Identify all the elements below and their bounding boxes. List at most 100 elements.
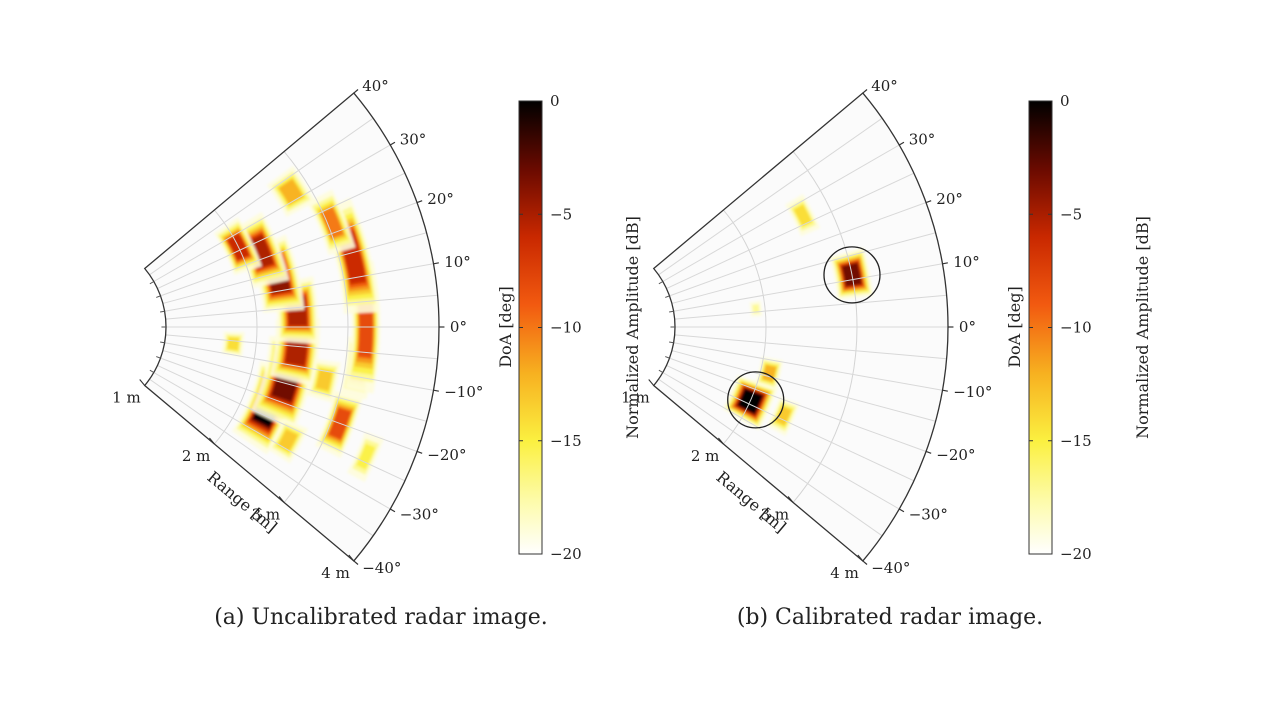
sector-outline <box>652 92 949 562</box>
angle-tick <box>898 141 905 146</box>
range-tick <box>787 496 794 503</box>
angle-tick-label: −20° <box>427 446 466 464</box>
angle-tick <box>416 450 423 454</box>
range-tick-label: 2 m <box>691 447 720 465</box>
caption-a: (a) Uncalibrated radar image. <box>214 605 548 630</box>
inner-tick <box>156 356 161 359</box>
panel-uncalibrated: 40° 30° 20° 10° 0° −10° −20° −30° −40° 1 m 2 m 3 m 4… <box>112 77 642 582</box>
inner-tick <box>665 295 670 298</box>
angle-tick <box>389 508 396 513</box>
angle-tick <box>353 89 359 94</box>
angle-tick-label: 30° <box>400 131 427 149</box>
grid-radial <box>153 372 391 510</box>
inner-tick <box>160 310 165 313</box>
range-tick <box>857 554 864 562</box>
angle-tick-label: −10° <box>444 383 483 401</box>
range-tick <box>348 554 355 562</box>
angle-axis-title: DoA [deg] <box>496 286 515 368</box>
angle-tick-label: 20° <box>936 190 963 208</box>
grid-radial <box>157 365 406 482</box>
angle-tick-label: −20° <box>936 446 975 464</box>
grid-radial <box>662 372 900 510</box>
angle-tick <box>898 508 905 513</box>
angle-tick <box>942 389 948 392</box>
angle-tick-label: 20° <box>427 190 454 208</box>
angle-tick <box>416 200 423 204</box>
angle-tick-label: −30° <box>909 505 948 523</box>
range-tick <box>278 496 285 503</box>
panel-calibrated: 40° 30° 20° 10° 0° −10° −20° −30° −40° 1 m 2 m 3 m 4… <box>621 77 1152 582</box>
colorbar-tick-label: −5 <box>550 205 572 223</box>
inner-tick <box>160 341 165 344</box>
inner-tick <box>149 369 155 373</box>
grid-radial <box>666 172 915 289</box>
grid-radial <box>658 378 883 537</box>
grid-radial <box>160 202 418 297</box>
angle-tick <box>942 262 948 265</box>
sector-outline <box>143 92 440 562</box>
angle-axis-title: DoA [deg] <box>1005 286 1024 368</box>
angle-tick-label: −40° <box>871 559 910 577</box>
colorbar-tick-label: −5 <box>1060 205 1082 223</box>
heat-blob <box>266 165 316 217</box>
grid-radial <box>164 263 434 312</box>
grid-radial <box>162 350 427 422</box>
angle-tick-label: 40° <box>362 77 389 95</box>
grid-radial <box>149 117 374 276</box>
heat-blob <box>315 390 363 459</box>
heat-blob <box>785 193 821 237</box>
angle-tick <box>862 89 868 94</box>
range-tick-label: 3 m <box>761 505 790 523</box>
angle-tick <box>353 560 359 565</box>
target-circle <box>823 246 881 304</box>
angle-tick-label: 0° <box>959 318 976 336</box>
angle-tick <box>433 262 439 265</box>
angle-tick <box>925 450 932 454</box>
inner-tick <box>149 281 155 285</box>
colorbar-title: Normalized Amplitude [dB] <box>1133 216 1152 439</box>
angle-tick <box>862 560 868 565</box>
range-tick-label: 4 m <box>321 564 350 582</box>
grid-radial <box>673 263 943 312</box>
grid-radial <box>157 172 406 289</box>
range-tick-label: 1 m <box>621 388 650 406</box>
colorbar-tick-label: −10 <box>1060 319 1092 337</box>
colorbar-tick-label: 0 <box>1060 92 1070 110</box>
heat-blob <box>766 396 800 436</box>
inner-tick <box>156 295 161 298</box>
inner-tick <box>665 356 670 359</box>
colorbar-tick-label: −10 <box>550 319 582 337</box>
colorbar-title: Normalized Amplitude [dB] <box>623 216 642 439</box>
caption-b: (b) Calibrated radar image. <box>737 605 1043 630</box>
angle-tick-label: 10° <box>953 253 980 271</box>
grid-radial <box>164 342 434 391</box>
angle-tick <box>433 389 439 392</box>
angle-tick-label: 10° <box>444 253 471 271</box>
inner-tick <box>658 281 664 285</box>
range-tick-label: 1 m <box>112 388 141 406</box>
heat-blob <box>267 418 309 464</box>
angle-tick-label: 40° <box>871 77 898 95</box>
grid-radial <box>662 144 900 282</box>
range-tick-label: 3 m <box>252 505 281 523</box>
angle-tick-label: −40° <box>362 559 401 577</box>
grid-radial <box>669 357 927 452</box>
grid-radial <box>165 334 438 360</box>
inner-tick <box>669 341 674 344</box>
grid-radial <box>671 350 936 422</box>
grid-radial <box>160 357 418 452</box>
range-tick <box>648 379 655 386</box>
angle-tick-label: −30° <box>400 505 439 523</box>
angle-tick-label: 0° <box>450 318 467 336</box>
grid-radial <box>165 294 438 320</box>
grid-radial <box>674 334 947 360</box>
grid-radial <box>674 294 947 320</box>
angle-tick <box>925 200 932 204</box>
grid-radial <box>162 232 427 304</box>
grid-radial <box>658 117 883 276</box>
grid-radial <box>673 342 943 391</box>
grid-radial <box>671 232 936 304</box>
range-tick-label: 2 m <box>182 447 211 465</box>
heatmap-layer <box>213 165 385 483</box>
